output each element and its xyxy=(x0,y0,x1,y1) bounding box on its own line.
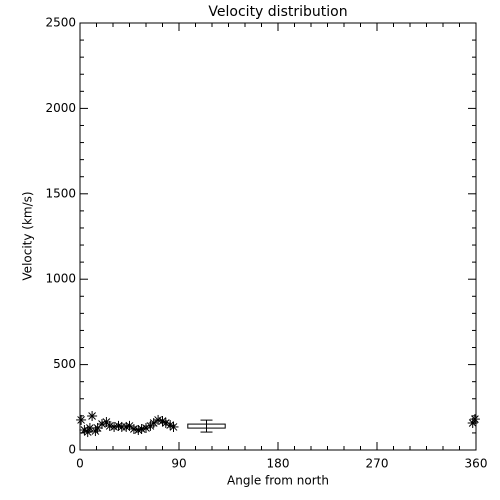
y-axis-label: Velocity (km/s) xyxy=(21,191,35,280)
asterisk-point xyxy=(153,414,164,425)
asterisk-point xyxy=(168,421,179,432)
x-tick-label: 0 xyxy=(76,457,84,471)
x-tick-label: 360 xyxy=(465,457,488,471)
y-tick-label: 2500 xyxy=(45,16,76,30)
chart-title: Velocity distribution xyxy=(208,4,347,20)
x-axis-label: Angle from north xyxy=(227,474,329,488)
y-tick-label: 500 xyxy=(53,357,76,371)
x-tick-label: 180 xyxy=(267,457,290,471)
asterisk-point xyxy=(92,422,103,433)
asterisk-point xyxy=(97,419,107,430)
y-tick-label: 1500 xyxy=(45,186,76,200)
asterisk-point xyxy=(87,411,98,422)
y-tick-label: 1000 xyxy=(45,272,76,286)
asterisk-point xyxy=(469,414,480,425)
y-tick-label: 2000 xyxy=(45,101,76,115)
x-tick-label: 270 xyxy=(366,457,389,471)
y-tick-label: 0 xyxy=(68,443,76,457)
asterisk-point xyxy=(76,414,87,425)
x-tick-label: 90 xyxy=(171,457,186,471)
